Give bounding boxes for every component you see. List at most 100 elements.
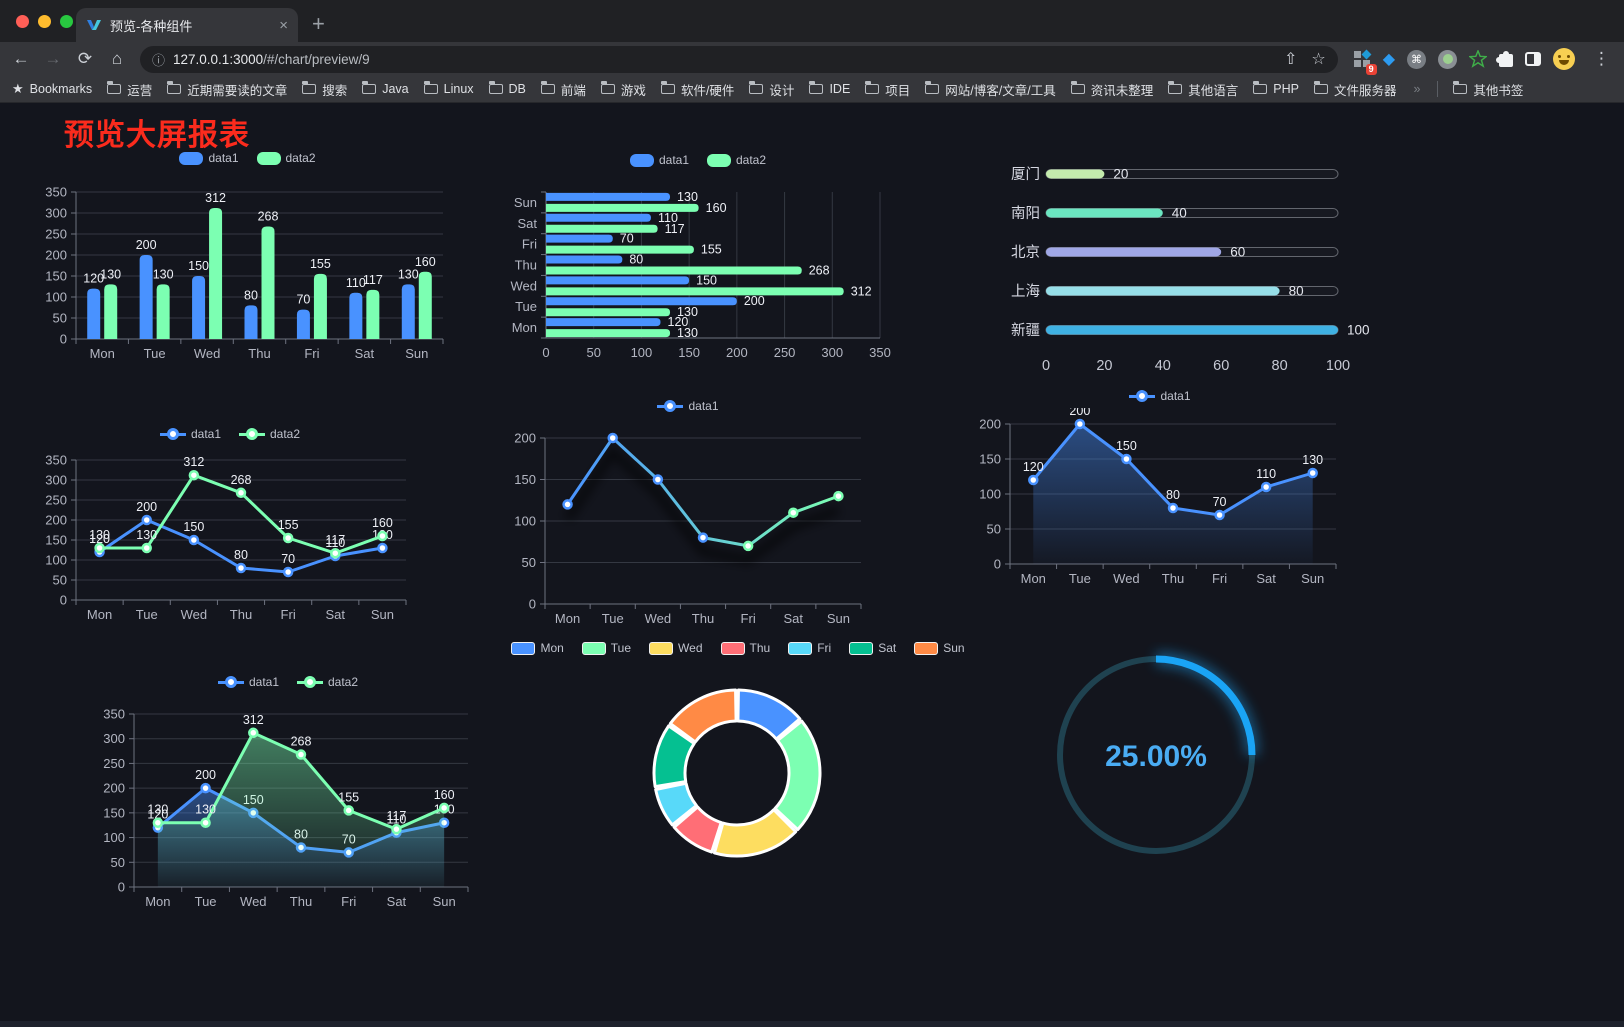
legend-marker-icon [914, 641, 939, 655]
home-icon[interactable]: ⌂ [111, 49, 123, 68]
donut-slice-Mon[interactable] [736, 688, 802, 741]
bookmark-folder[interactable]: 设计 [749, 80, 794, 99]
legend-item-Thu[interactable]: Thu [720, 641, 770, 655]
bookmark-folder[interactable]: 近期需要读的文章 [167, 80, 287, 99]
legend-item-data1[interactable]: data1 [217, 675, 279, 689]
maximize-window-button[interactable] [60, 15, 73, 28]
extensions-puzzle-icon[interactable] [1496, 51, 1513, 67]
donut-slice-Wed[interactable] [712, 808, 798, 858]
svg-text:Mon: Mon [1021, 571, 1046, 586]
gem-extension-icon[interactable]: ◆ [1382, 51, 1395, 68]
folder-icon [107, 81, 122, 94]
legend-marker-icon [849, 641, 874, 655]
browser-tab[interactable]: 预览-各种组件 × [76, 8, 298, 42]
donut-slice-Sat[interactable] [652, 724, 696, 789]
sidebar-toggle-icon[interactable] [1525, 52, 1541, 66]
url-text[interactable]: 127.0.0.1:3000/#/chart/preview/9 [173, 51, 370, 67]
bookmarks-manager[interactable]: ★ Bookmarks [12, 81, 92, 97]
chart-two-area-lines: data1 data2 0 50 100 150 200 250 300 350 Mon Tue Wed… [98, 672, 478, 922]
legend-item-Tue[interactable]: Tue [581, 641, 631, 655]
legend-item-data1[interactable]: data1 [1129, 389, 1191, 403]
forward-icon[interactable]: → [44, 49, 62, 68]
gauge-chart-svg: 25.00% [1057, 652, 1259, 854]
svg-text:155: 155 [278, 518, 299, 532]
bookmark-folder[interactable]: Java [362, 81, 409, 96]
address-bar[interactable]: ⓘ 127.0.0.1:3000/#/chart/preview/9 ⇧ ☆ [140, 45, 1338, 73]
legend-item-Fri[interactable]: Fri [788, 641, 831, 655]
bookmark-folder[interactable]: PHP [1253, 81, 1299, 96]
donut-slice-Thu[interactable] [672, 805, 723, 854]
svg-text:160: 160 [415, 255, 436, 269]
legend-item-data2[interactable]: data2 [256, 151, 316, 165]
bookmark-folder[interactable]: DB [488, 81, 526, 96]
bookmark-folder[interactable]: 文件服务器 [1313, 80, 1396, 99]
reload-icon[interactable]: ⟳ [77, 49, 93, 68]
chart-legend: data1 [1129, 386, 1191, 406]
svg-text:100: 100 [631, 345, 653, 360]
legend-item-data1[interactable]: data1 [159, 427, 221, 441]
star-extension-icon[interactable] [1469, 50, 1487, 68]
hbar-chart-svg: 0 50 100 150 200 250 300 350 Mon Tue Wed Thu Fri Sat S… [511, 190, 891, 360]
bookmark-folder[interactable]: 前端 [540, 80, 586, 99]
legend-item-data2[interactable]: data2 [707, 153, 766, 167]
share-icon[interactable]: ⇧ [1283, 51, 1298, 68]
donut-slice-Tue[interactable] [773, 719, 822, 832]
svg-text:200: 200 [136, 238, 157, 252]
legend-marker-icon [649, 641, 674, 655]
window-titlebar: 预览-各种组件 × + [0, 0, 1624, 42]
tab-close-icon[interactable]: × [279, 16, 288, 34]
bookmark-star-icon[interactable]: ☆ [1311, 51, 1326, 68]
legend-item-Mon[interactable]: Mon [511, 641, 564, 655]
back-icon[interactable]: ← [12, 49, 30, 68]
donut-slice-Sun[interactable] [668, 688, 738, 744]
svg-text:160: 160 [434, 788, 455, 802]
bookmark-folder[interactable]: 其他语言 [1168, 80, 1238, 99]
legend-item-Sun[interactable]: Sun [914, 641, 965, 655]
folder-icon [749, 81, 764, 94]
folder-icon [540, 81, 555, 94]
new-tab-button[interactable]: + [312, 11, 325, 36]
donut-slice-Fri[interactable] [654, 781, 698, 827]
svg-text:Mon: Mon [512, 320, 537, 335]
bookmark-folder[interactable]: 软件/硬件 [660, 80, 734, 99]
grid-extension-icon[interactable]: 9 [1353, 49, 1377, 75]
legend-item-data1[interactable]: data1 [629, 153, 689, 167]
svg-text:Tue: Tue [195, 894, 217, 909]
bookmarks-label: Bookmarks [29, 82, 93, 96]
svg-text:130: 130 [136, 528, 157, 542]
svg-text:50: 50 [111, 855, 125, 870]
bookmarks-overflow-icon[interactable]: » [1413, 82, 1421, 96]
minimize-window-button[interactable] [38, 15, 51, 28]
bookmark-folder[interactable]: Linux [423, 81, 474, 96]
legend-item-Wed[interactable]: Wed [649, 641, 703, 655]
tab-title: 预览-各种组件 [110, 18, 193, 34]
svg-text:120: 120 [83, 272, 104, 286]
bookmark-folder[interactable]: 搜索 [302, 80, 347, 99]
bookmark-folder[interactable]: 网站/博客/文章/工具 [925, 80, 1056, 99]
other-bookmarks[interactable]: 其他书签 [1453, 80, 1523, 99]
bookmark-folder[interactable]: 资讯未整理 [1070, 80, 1153, 99]
svg-text:50: 50 [586, 345, 600, 360]
svg-text:Fri: Fri [1212, 571, 1227, 586]
bookmark-folder[interactable]: 项目 [865, 80, 910, 99]
chart-area-line: data1 0 50 100 150 200 Mon Tue Wed Thu Fri Sat Sun 12… [974, 386, 1346, 598]
bookmark-folder[interactable]: IDE [809, 81, 850, 96]
profile-avatar[interactable] [1553, 48, 1575, 70]
legend-marker-icon [629, 153, 654, 167]
bar-chart-svg: 0 50 100 150 200 250 300 350 Mon Tue Wed Thu Fri Sat S… [45, 185, 444, 361]
close-window-button[interactable] [16, 15, 29, 28]
browser-menu-icon[interactable]: ⋮ [1593, 49, 1610, 68]
svg-text:130: 130 [677, 190, 698, 204]
svg-text:130: 130 [100, 267, 121, 281]
command-extension-icon[interactable]: ⌘ [1407, 49, 1426, 69]
legend-item-data1[interactable]: data1 [657, 399, 719, 413]
svg-text:130: 130 [89, 528, 110, 542]
legend-item-data2[interactable]: data2 [239, 427, 300, 441]
legend-item-data1[interactable]: data1 [179, 151, 239, 165]
site-info-icon[interactable]: ⓘ [152, 52, 166, 68]
bookmark-folder[interactable]: 运营 [107, 80, 152, 99]
bookmark-folder[interactable]: 游戏 [600, 80, 646, 99]
recorder-extension-icon[interactable] [1438, 49, 1457, 69]
legend-item-data2[interactable]: data2 [297, 675, 358, 689]
legend-item-Sat[interactable]: Sat [849, 641, 896, 655]
